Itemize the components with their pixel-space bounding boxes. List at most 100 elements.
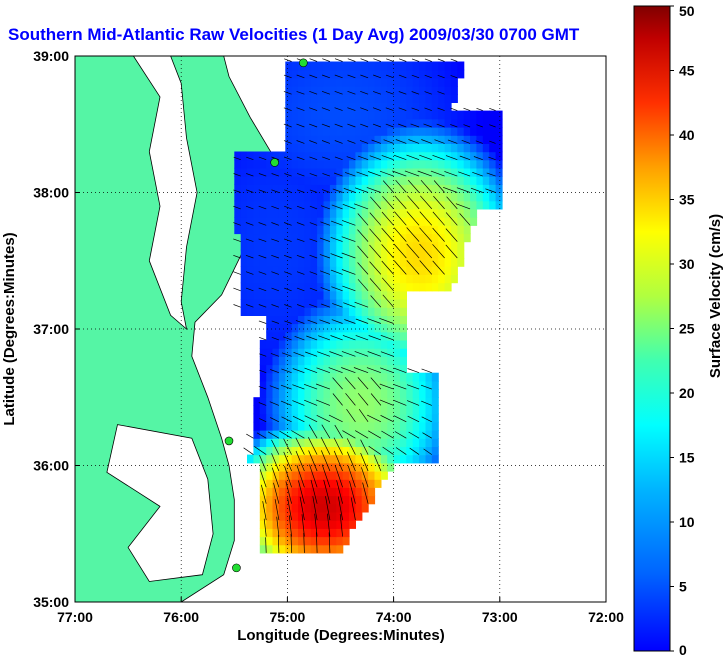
velocity-cell <box>387 143 395 153</box>
velocity-cell <box>361 503 369 513</box>
velocity-arrow <box>258 271 267 275</box>
velocity-cell <box>298 159 305 169</box>
velocity-arrow <box>336 480 343 504</box>
velocity-cell <box>291 520 299 529</box>
velocity-cell <box>355 217 363 226</box>
velocity-cell <box>374 364 382 374</box>
velocity-cell <box>425 217 433 226</box>
velocity-cell <box>336 339 344 349</box>
velocity-cell <box>374 167 382 177</box>
velocity-cell <box>444 167 452 177</box>
velocity-cell <box>450 143 458 153</box>
velocity-cell <box>431 159 439 169</box>
velocity-cell <box>272 356 280 366</box>
velocity-cell <box>266 397 274 406</box>
velocity-arrow <box>270 353 280 357</box>
velocity-cell <box>329 118 337 128</box>
velocity-arrow <box>263 518 267 537</box>
velocity-cell <box>304 511 312 521</box>
velocity-cell <box>380 176 388 185</box>
velocity-cell <box>380 249 388 259</box>
velocity-cell <box>272 315 280 325</box>
velocity-cell <box>457 167 465 177</box>
velocity-arrow <box>473 156 483 161</box>
velocity-cell <box>278 266 286 275</box>
velocity-cell <box>380 356 388 366</box>
velocity-cell <box>374 110 382 120</box>
velocity-cell <box>387 86 395 95</box>
velocity-arrow <box>344 172 356 177</box>
velocity-cell <box>285 143 293 153</box>
velocity-cell <box>266 315 274 325</box>
velocity-cell <box>298 233 305 243</box>
velocity-cell <box>412 61 420 71</box>
velocity-cell <box>406 241 414 251</box>
velocity-cell <box>374 143 382 153</box>
velocity-cell <box>272 266 280 275</box>
velocity-cell <box>266 266 274 275</box>
velocity-arrow <box>397 123 407 128</box>
velocity-cell <box>329 290 337 300</box>
velocity-cell <box>425 397 433 406</box>
velocity-cell <box>234 192 242 202</box>
velocity-cell <box>393 102 401 112</box>
velocity-cell <box>355 372 363 382</box>
velocity-cell <box>400 102 407 112</box>
velocity-cell <box>304 503 312 513</box>
velocity-arrow <box>355 335 369 341</box>
velocity-cell <box>266 282 274 292</box>
velocity-cell <box>323 446 331 456</box>
velocity-arrow <box>270 369 280 374</box>
velocity-cell <box>259 503 267 513</box>
velocity-cell <box>355 151 363 161</box>
velocity-arrow <box>245 189 254 193</box>
velocity-cell <box>368 471 376 480</box>
velocity-arrow <box>233 156 241 161</box>
velocity-cell <box>380 331 388 341</box>
velocity-cell <box>450 127 458 136</box>
velocity-cell <box>278 299 286 308</box>
velocity-cell <box>342 421 350 431</box>
velocity-cell <box>298 528 305 538</box>
velocity-cell <box>336 258 344 267</box>
radar-station-marker <box>270 158 279 167</box>
velocity-cell <box>336 315 344 325</box>
velocity-arrow <box>436 123 445 128</box>
velocity-cell <box>355 290 363 300</box>
velocity-cell <box>412 208 420 218</box>
velocity-cell <box>400 331 407 341</box>
velocity-cell <box>393 184 401 194</box>
velocity-cell <box>336 348 344 357</box>
velocity-cell <box>419 249 427 259</box>
velocity-cell <box>387 225 395 235</box>
velocity-cell <box>355 299 363 308</box>
velocity-arrow <box>314 513 318 537</box>
velocity-cell <box>317 446 325 456</box>
velocity-cell <box>412 454 420 464</box>
velocity-cell <box>400 266 407 275</box>
velocity-cell <box>342 143 350 153</box>
velocity-cell <box>298 249 305 259</box>
velocity-cell <box>380 405 388 415</box>
velocity-cell <box>240 225 248 235</box>
velocity-cell <box>349 372 356 382</box>
velocity-arrow <box>433 195 445 210</box>
velocity-cell <box>291 118 299 128</box>
velocity-cell <box>278 503 286 513</box>
velocity-cell <box>291 217 299 226</box>
velocity-cell <box>247 217 254 226</box>
velocity-cell <box>470 167 478 177</box>
velocity-cell <box>310 389 318 398</box>
velocity-cell <box>489 110 497 120</box>
velocity-arrow <box>309 287 318 292</box>
velocity-cell <box>259 200 267 210</box>
velocity-cell <box>259 372 267 382</box>
velocity-cell <box>259 430 267 439</box>
velocity-cell <box>400 241 407 251</box>
velocity-cell <box>285 380 293 390</box>
velocity-cell <box>368 315 376 325</box>
velocity-cell <box>291 241 299 251</box>
velocity-arrow <box>373 74 382 79</box>
velocity-cell <box>336 192 344 202</box>
velocity-arrow <box>283 74 292 79</box>
